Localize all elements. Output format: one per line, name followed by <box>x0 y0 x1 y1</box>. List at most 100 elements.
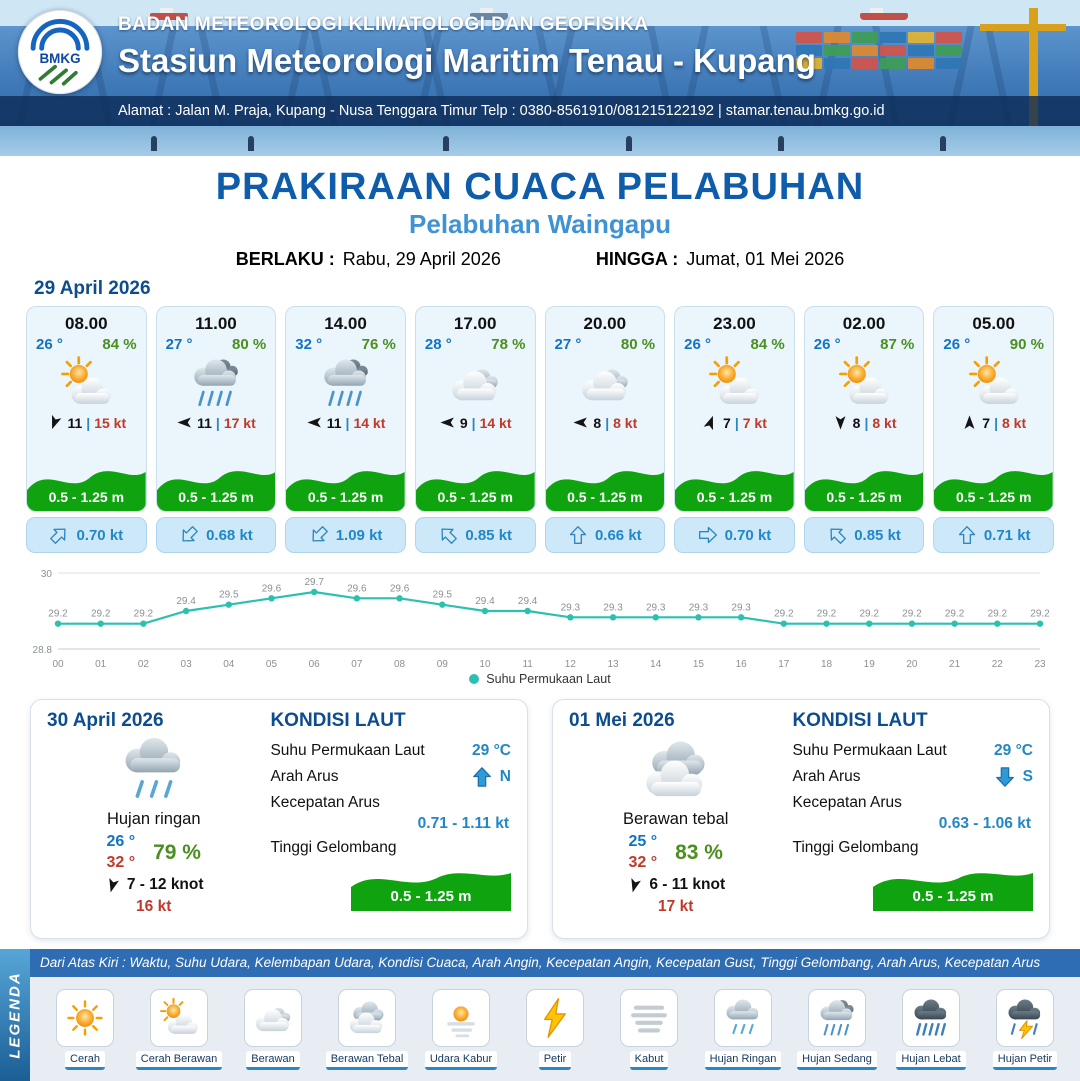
wave-height: 0.5 - 1.25 m <box>912 888 994 905</box>
sst-label: Suhu Permukaan Laut <box>270 742 425 759</box>
wind-row: 11 | 17 kt <box>176 414 256 431</box>
wave-height: 0.5 - 1.25 m <box>48 489 125 505</box>
svg-text:29.2: 29.2 <box>91 609 111 620</box>
weather-condition: Berawan tebal <box>622 810 729 828</box>
svg-text:08: 08 <box>394 659 406 669</box>
weather-legend-icon <box>627 996 671 1040</box>
page-title: PRAKIRAAN CUACA PELABUHAN <box>215 166 865 208</box>
station-name: Stasiun Meteorologi Maritim Tenau - Kupa… <box>118 42 816 79</box>
wave-height: 0.5 - 1.25 m <box>178 489 254 505</box>
wave-height-band: 0.5 - 1.25 m <box>675 459 794 511</box>
svg-text:22: 22 <box>992 659 1004 669</box>
wave-height-band: 0.5 - 1.25 m <box>804 459 924 511</box>
svg-text:29.2: 29.2 <box>774 609 794 620</box>
svg-text:29.2: 29.2 <box>134 609 154 620</box>
port-name: Pelabuhan Waingapu <box>409 209 671 239</box>
bmkg-logo-text: BMKG <box>39 51 80 66</box>
legend-section: LEGENDA Dari Atas Kiri : Waktu, Suhu Uda… <box>0 949 1080 1081</box>
svg-text:29.2: 29.2 <box>1030 609 1050 620</box>
svg-text:20: 20 <box>906 659 918 669</box>
current-box: 1.09 kt <box>285 517 406 553</box>
sst-value: 29 °C <box>994 742 1033 759</box>
wind-gust: 8 kt <box>613 414 638 431</box>
wave-shape <box>286 471 405 511</box>
header-sky-illustration <box>0 0 1080 26</box>
svg-text:03: 03 <box>181 659 193 669</box>
wind-separator: | <box>215 414 220 431</box>
current-direction-icon <box>994 766 1016 788</box>
svg-text:29.3: 29.3 <box>603 602 623 613</box>
forecast-time: 20.00 <box>583 314 627 333</box>
crane-illustration <box>980 8 1066 140</box>
svg-text:29.4: 29.4 <box>475 596 495 607</box>
weather-icon <box>53 354 119 412</box>
current-speed-label: Kecepatan Arus <box>270 794 380 811</box>
current-direction-row: Arah Arus N <box>270 766 511 788</box>
wave-height-band: 0.5 - 1.25 m <box>873 861 1033 911</box>
temp-humidity-row: 26 ° 84 % <box>27 336 146 353</box>
wind-direction-icon <box>572 414 589 431</box>
wave-height-row: Tinggi Gelombang <box>270 839 511 857</box>
wave-height: 0.5 - 1.25 m <box>437 489 513 505</box>
agency-name: BADAN METEOROLOGI KLIMATOLOGI DAN GEOFIS… <box>118 14 649 35</box>
wave-height: 0.5 - 1.25 m <box>390 888 472 905</box>
wind-range: 6 - 11 knot <box>649 876 726 893</box>
wind-gust: 15 kt <box>94 414 127 431</box>
svg-text:14: 14 <box>650 659 662 669</box>
current-direction-icon <box>568 525 588 545</box>
temperature: 28 ° <box>424 336 452 353</box>
legend-label: Hujan Sedang <box>797 1050 877 1070</box>
wind-row: 7 - 12 knot <box>104 876 204 894</box>
svg-text:29.3: 29.3 <box>561 602 581 613</box>
wind-gust: 8 kt <box>1001 414 1027 431</box>
humidity: 76 % <box>361 336 396 353</box>
bmkg-logo: BMKG <box>16 8 104 96</box>
legend-icon-box <box>808 988 866 1047</box>
hourly-forecast-row: 08.00 26 ° 84 % 11 | 15 kt 0.5 - 1.25 m … <box>0 306 1080 553</box>
svg-text:29.2: 29.2 <box>988 609 1008 620</box>
humidity: 84 % <box>750 336 785 353</box>
legend-label: Udara Kabur <box>424 1050 498 1070</box>
humidity: 80 % <box>620 336 656 353</box>
weather-condition: Hujan ringan <box>106 810 201 828</box>
forecast-time: 11.00 <box>195 314 237 333</box>
forecast-time: 02.00 <box>842 314 886 333</box>
legend-icon-box <box>432 988 490 1047</box>
wave-height-band: 0.5 - 1.25 m <box>286 459 405 511</box>
wind-range: 7 - 12 knot <box>126 876 204 893</box>
weather-legend-icon <box>251 996 295 1040</box>
current-speed-value: 0.71 - 1.11 kt <box>417 815 509 832</box>
svg-text:29.6: 29.6 <box>347 583 367 594</box>
svg-text:13: 13 <box>607 659 619 669</box>
current-box: 0.66 kt <box>544 517 666 553</box>
current-speed: 1.09 kt <box>335 526 383 544</box>
svg-text:29.5: 29.5 <box>219 590 239 601</box>
header-text-block: BADAN METEOROLOGI KLIMATOLOGI DAN GEOFIS… <box>118 14 816 80</box>
legend-label: Hujan Ringan <box>704 1050 782 1070</box>
weather-legend-icon <box>533 996 577 1040</box>
chart-series-label: Suhu Permukaan Laut <box>486 672 611 686</box>
weather-icon <box>572 354 638 412</box>
weather-legend-icon <box>439 996 483 1040</box>
wind-separator: | <box>734 414 739 431</box>
wave-height: 0.5 - 1.25 m <box>307 489 384 505</box>
legend-item: Udara Kabur <box>416 988 506 1070</box>
temperature: 26 ° <box>684 336 711 353</box>
temp-humidity-row: 32 ° 76 % <box>286 336 405 353</box>
svg-text:28.8: 28.8 <box>33 645 53 656</box>
forecast-card: 20.00 27 ° 80 % 8 | 8 kt 0.5 - 1.25 m 0.… <box>544 306 666 553</box>
current-direction-icon <box>175 521 203 549</box>
weather-legend-icon <box>63 996 107 1040</box>
weather-icon <box>831 354 897 412</box>
sea-conditions-title: KONDISI LAUT <box>270 710 406 731</box>
svg-text:29.3: 29.3 <box>646 602 666 613</box>
weather-icon <box>313 354 379 412</box>
svg-text:29.5: 29.5 <box>433 590 453 601</box>
wind-row: 11 | 15 kt <box>46 414 126 431</box>
weather-icon <box>961 354 1027 412</box>
legend-item: Hujan Sedang <box>792 988 882 1070</box>
weather-legend-icon <box>815 996 859 1040</box>
temperature: 26 ° <box>813 336 841 353</box>
svg-text:29.2: 29.2 <box>48 609 68 620</box>
wave-shape <box>804 471 924 511</box>
